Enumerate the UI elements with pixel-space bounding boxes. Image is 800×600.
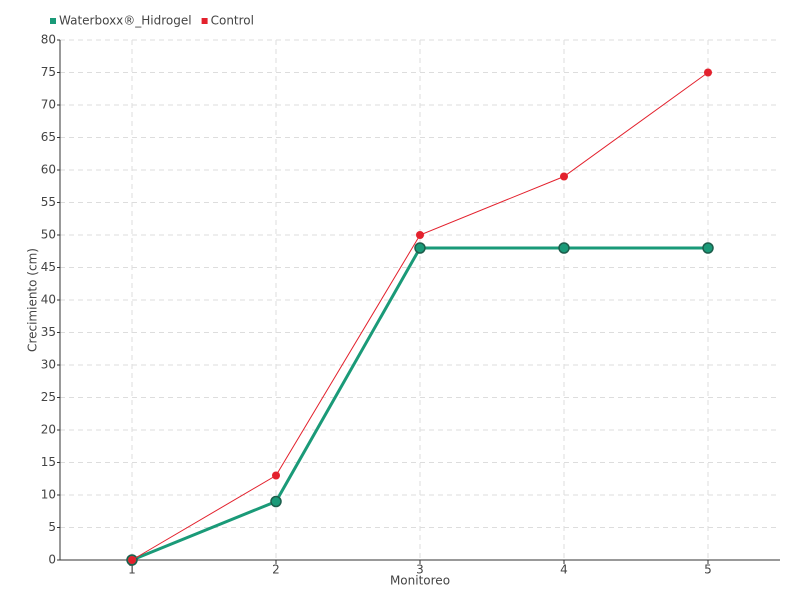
legend-marker	[201, 18, 208, 24]
x-tick-label: 2	[272, 563, 280, 577]
legend-label: Waterboxx®_Hidrogel	[59, 14, 192, 28]
series-line	[131, 72, 709, 561]
y-tick-label: 15	[41, 455, 56, 469]
y-tick-label: 5	[48, 520, 56, 534]
y-tick-label: 0	[48, 553, 56, 567]
y-tick-label: 70	[41, 98, 56, 112]
data-point	[558, 242, 570, 254]
x-axis-label: Monitoreo	[390, 574, 450, 588]
x-tick-label: 3	[416, 563, 424, 577]
y-tick-label: 60	[41, 163, 56, 177]
x-tick-label: 1	[128, 563, 136, 577]
y-tick-label: 20	[41, 423, 56, 437]
y-axis-label: Crecimiento (cm)	[26, 248, 40, 352]
x-tick-label: 4	[560, 563, 568, 577]
x-tick-label: 5	[704, 563, 712, 577]
y-tick-label: 10	[41, 488, 56, 502]
y-tick-label: 35	[41, 325, 56, 339]
y-tick-label: 55	[41, 195, 56, 209]
data-point	[414, 242, 426, 254]
data-point	[416, 231, 424, 239]
y-tick-label: 50	[41, 228, 56, 242]
data-point	[560, 172, 568, 181]
y-tick-label: 45	[41, 260, 56, 274]
y-tick-label: 75	[41, 65, 56, 79]
y-tick-label: 65	[41, 130, 56, 144]
data-point	[704, 68, 712, 77]
data-point	[702, 242, 714, 254]
y-tick-label: 40	[41, 293, 56, 307]
y-tick-label: 30	[41, 358, 56, 372]
legend-marker	[50, 18, 56, 24]
data-point	[128, 556, 136, 564]
y-tick-label: 25	[41, 390, 56, 404]
legend-label: Control	[211, 14, 254, 28]
y-tick-label: 80	[41, 33, 56, 47]
data-point	[272, 471, 280, 480]
data-point	[270, 495, 282, 508]
